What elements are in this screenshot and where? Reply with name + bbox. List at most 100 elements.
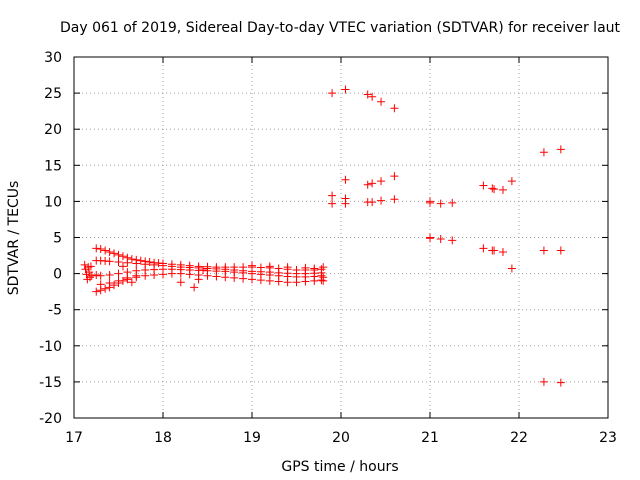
data-point — [114, 269, 123, 278]
data-point — [310, 276, 319, 285]
data-point — [96, 280, 105, 289]
data-point — [199, 265, 208, 274]
data-point — [556, 378, 565, 387]
data-point — [86, 273, 95, 282]
data-point — [127, 255, 136, 264]
x-tick-label: 19 — [243, 430, 261, 446]
data-point — [319, 276, 328, 285]
data-point — [194, 275, 203, 284]
data-point — [556, 145, 565, 154]
data-point — [110, 281, 119, 290]
data-point — [118, 262, 127, 271]
data-point — [176, 269, 185, 278]
x-tick-label: 21 — [421, 430, 439, 446]
data-point — [341, 175, 350, 184]
data-point — [377, 196, 386, 205]
data-point — [248, 261, 256, 270]
data-point — [498, 247, 507, 256]
y-tick-label: 20 — [44, 122, 62, 138]
data-point — [105, 257, 114, 266]
data-point — [328, 89, 337, 98]
data-point — [490, 246, 499, 255]
data-point — [230, 273, 239, 282]
data-point — [301, 263, 310, 272]
y-tick-label: -15 — [39, 375, 62, 391]
data-point — [114, 250, 123, 259]
data-point — [256, 276, 265, 285]
data-point — [167, 269, 176, 278]
data-point — [127, 278, 136, 287]
data-point — [176, 278, 185, 287]
data-point — [328, 191, 337, 200]
data-point — [363, 90, 372, 99]
y-tick-label: 30 — [44, 50, 62, 66]
data-point — [92, 287, 101, 296]
data-point — [301, 277, 310, 286]
data-point — [105, 278, 114, 287]
data-point — [292, 278, 301, 287]
data-point — [141, 271, 150, 280]
data-point — [328, 199, 337, 208]
data-point — [96, 271, 105, 280]
data-point — [390, 104, 399, 113]
chart-title: Day 061 of 2019, Sidereal Day-to-day VTE… — [60, 20, 621, 36]
data-point — [368, 198, 377, 207]
data-point — [101, 284, 110, 293]
data-point — [507, 177, 516, 186]
y-tick-label: -20 — [39, 411, 62, 427]
y-axis-label: SDTVAR / TECUs — [6, 181, 22, 296]
data-point — [341, 85, 350, 94]
data-point — [114, 276, 123, 285]
data-point — [539, 377, 548, 386]
data-point — [114, 258, 123, 267]
data-point — [86, 262, 95, 271]
data-point — [248, 275, 256, 284]
data-point — [203, 271, 212, 280]
plot-frame — [73, 56, 609, 419]
x-tick-label: 22 — [510, 430, 528, 446]
y-tick-label: -10 — [39, 339, 62, 355]
grid — [74, 57, 608, 418]
data-point — [105, 247, 114, 256]
data-point — [110, 249, 119, 258]
data-point — [212, 272, 221, 281]
x-tick-label: 20 — [332, 430, 350, 446]
y-tick-label: -5 — [48, 303, 62, 319]
data-point — [123, 273, 132, 282]
data-point — [426, 234, 434, 243]
data-point — [132, 259, 141, 268]
y-tick-label: 5 — [53, 231, 62, 247]
data-point — [479, 244, 488, 253]
data-point — [239, 274, 248, 283]
data-point — [436, 234, 445, 243]
data-point — [185, 270, 194, 279]
data-point — [283, 263, 292, 272]
x-tick-labels: 17 18 19 20 21 22 23 — [65, 430, 617, 446]
data-point — [426, 198, 434, 207]
data-point — [539, 148, 548, 157]
y-tick-label: 25 — [44, 86, 62, 102]
data-point — [96, 245, 105, 254]
data-point — [92, 271, 101, 280]
data-point — [377, 97, 386, 106]
data-point — [265, 276, 274, 285]
data-point — [390, 195, 399, 204]
data-point — [377, 177, 386, 186]
data-point — [556, 246, 565, 255]
data-point — [479, 181, 488, 190]
x-axis-label: GPS time / hours — [281, 459, 398, 475]
x-tick-label: 17 — [65, 430, 83, 446]
data-point — [92, 244, 101, 253]
data-point — [436, 199, 445, 208]
data-point — [190, 283, 199, 292]
data-point — [368, 179, 377, 188]
data-point — [283, 278, 292, 287]
data-point — [498, 185, 507, 194]
data-point — [105, 271, 114, 280]
data-point — [539, 246, 548, 255]
data-point — [136, 256, 145, 265]
data-point — [448, 236, 457, 245]
y-tick-label: 0 — [53, 267, 62, 283]
data-point — [265, 262, 274, 271]
